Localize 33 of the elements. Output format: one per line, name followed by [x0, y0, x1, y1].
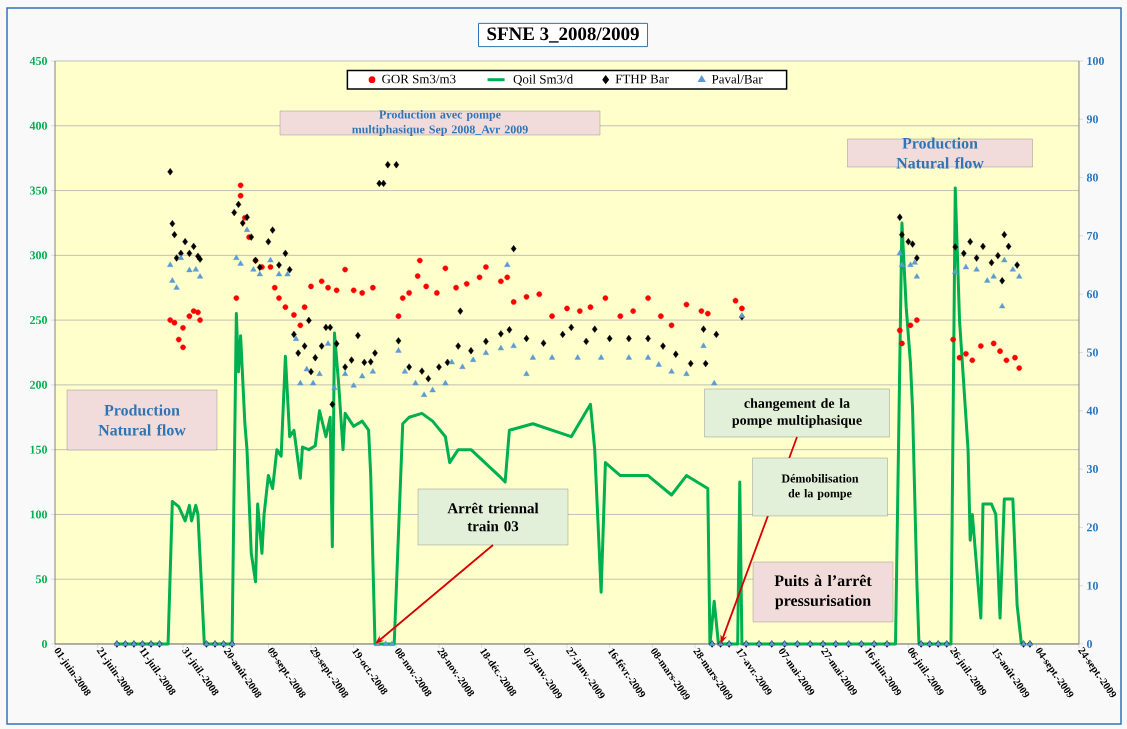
- y2-tick-label: 50: [1086, 348, 1098, 357]
- legend-label: GOR Sm3/m3: [382, 74, 456, 84]
- y2-tick-label: 70: [1087, 231, 1098, 240]
- y-tick-label: 450: [29, 56, 48, 66]
- y-tick-label: 300: [30, 251, 48, 260]
- y2-tick-label: 30: [1086, 465, 1098, 474]
- y-tick-label: 0: [41, 639, 48, 649]
- annotation: Production Natural flow: [98, 404, 186, 436]
- y2-tick-label: 60: [1086, 290, 1098, 299]
- y2-tick-label: 20: [1087, 523, 1098, 532]
- y2-tick-label: 90: [1086, 115, 1098, 124]
- y2-tick-label: 10: [1087, 581, 1098, 590]
- y-tick-label: 50: [36, 575, 48, 584]
- legend-label: Paval/Bar: [711, 74, 763, 84]
- annotation: Arrêt triennal train 03: [447, 502, 539, 532]
- y-tick-label: 250: [30, 316, 48, 325]
- y2-tick-label: 0: [1086, 639, 1093, 649]
- legend-label: Qoil Sm3/d: [513, 74, 573, 86]
- y-tick-label: 100: [30, 510, 48, 519]
- y2-tick-label: 40: [1086, 406, 1098, 415]
- y-tick-label: 400: [29, 121, 48, 130]
- y2-tick-label: 100: [1087, 56, 1104, 66]
- y-tick-label: 200: [30, 380, 48, 389]
- annotation: Puits à l’arrêt pressurisation: [774, 574, 872, 610]
- y2-tick-label: 80: [1086, 173, 1098, 182]
- annotation: changement de la pompe multiphasique: [732, 398, 862, 428]
- y-tick-label: 150: [30, 445, 48, 454]
- y-tick-label: 350: [30, 186, 48, 195]
- chart-title: SFNE 3_2008/2009: [487, 27, 639, 43]
- annotation: Production avec pompe multiphasique Sep 2008_Avr 2009: [352, 110, 528, 136]
- annotation: Démobilisation de la pompe: [781, 474, 859, 500]
- annotation: Production Natural flow: [896, 137, 984, 169]
- legend-label: FTHP Bar: [615, 74, 669, 84]
